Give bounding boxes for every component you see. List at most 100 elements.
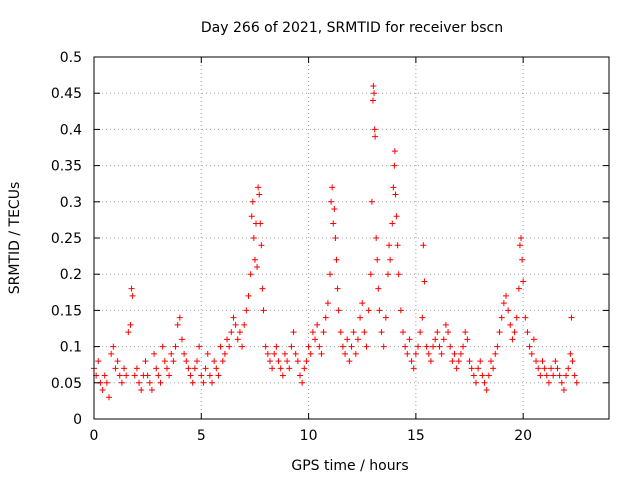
- x-tick-label: 20: [514, 428, 532, 444]
- data-point: [560, 387, 567, 394]
- data-point: [320, 329, 327, 336]
- data-point: [204, 350, 211, 357]
- data-point: [161, 358, 168, 365]
- data-point: [483, 387, 490, 394]
- data-point: [95, 358, 102, 365]
- data-point: [466, 358, 473, 365]
- data-point: [332, 235, 339, 241]
- data-point: [260, 307, 267, 314]
- data-point: [344, 336, 351, 343]
- data-point: [528, 350, 535, 357]
- data-point: [372, 133, 379, 140]
- x-tick-label: 10: [300, 428, 318, 444]
- data-point: [539, 358, 546, 365]
- data-point: [255, 184, 262, 191]
- data-point: [116, 372, 123, 379]
- data-point: [368, 198, 375, 205]
- data-point: [191, 365, 198, 372]
- data-point: [239, 343, 246, 350]
- data-point: [271, 350, 278, 357]
- data-point: [567, 350, 574, 357]
- data-point: [129, 292, 136, 299]
- data-point: [386, 242, 393, 249]
- data-point: [228, 329, 235, 336]
- y-tick-label: 0.4: [60, 122, 82, 138]
- data-point: [541, 365, 548, 372]
- data-point: [174, 321, 181, 328]
- data-point: [224, 336, 231, 343]
- data-point: [121, 365, 128, 372]
- data-point: [492, 350, 499, 357]
- data-point: [112, 365, 119, 372]
- data-point: [123, 372, 130, 379]
- data-point: [526, 343, 533, 350]
- data-point: [234, 336, 241, 343]
- data-point: [432, 336, 439, 343]
- data-point: [328, 198, 335, 205]
- data-point: [370, 82, 377, 89]
- data-point: [436, 343, 443, 350]
- data-point: [114, 358, 121, 365]
- data-point: [259, 285, 266, 292]
- data-point: [200, 379, 207, 386]
- data-point: [447, 343, 454, 350]
- data-point: [333, 256, 340, 263]
- data-point: [481, 379, 488, 386]
- data-point: [213, 365, 220, 372]
- data-point: [438, 350, 445, 357]
- data-point: [371, 126, 378, 133]
- data-point: [393, 213, 400, 220]
- data-point: [217, 343, 224, 350]
- data-point: [442, 321, 449, 328]
- data-point: [277, 365, 284, 372]
- data-point: [157, 379, 164, 386]
- data-point: [361, 329, 368, 336]
- data-point: [342, 350, 349, 357]
- data-point: [464, 336, 471, 343]
- data-point: [494, 343, 501, 350]
- data-point: [329, 184, 336, 191]
- data-point: [487, 358, 494, 365]
- data-point: [518, 235, 525, 241]
- data-point: [490, 365, 497, 372]
- data-point: [420, 242, 427, 249]
- data-point: [106, 394, 113, 401]
- data-point: [299, 379, 306, 386]
- data-point: [292, 350, 299, 357]
- data-point: [513, 314, 520, 321]
- data-point: [215, 372, 222, 379]
- plot-frame: [93, 56, 610, 420]
- data-point: [520, 278, 527, 285]
- data-point: [571, 372, 578, 379]
- data-point: [230, 314, 237, 321]
- data-point: [279, 372, 286, 379]
- data-point: [243, 307, 250, 314]
- data-point: [322, 314, 329, 321]
- data-point: [275, 358, 282, 365]
- data-point: [400, 329, 406, 336]
- data-point: [330, 220, 337, 227]
- data-point: [550, 372, 557, 379]
- data-point: [110, 343, 117, 350]
- data-point: [415, 343, 422, 350]
- data-point: [376, 307, 383, 314]
- data-point: [284, 358, 291, 365]
- data-point: [392, 191, 399, 198]
- data-point: [348, 343, 355, 350]
- data-point: [202, 365, 209, 372]
- data-point: [406, 336, 413, 343]
- data-point: [248, 213, 255, 220]
- data-point: [519, 256, 526, 263]
- data-point: [394, 242, 401, 249]
- data-point: [331, 206, 338, 213]
- data-point: [334, 285, 341, 292]
- data-point: [241, 321, 248, 328]
- data-point: [468, 365, 475, 372]
- data-point: [457, 350, 464, 357]
- data-point: [496, 329, 503, 336]
- data-point: [434, 329, 441, 336]
- data-point: [537, 372, 544, 379]
- data-point: [170, 358, 177, 365]
- data-point: [419, 314, 426, 321]
